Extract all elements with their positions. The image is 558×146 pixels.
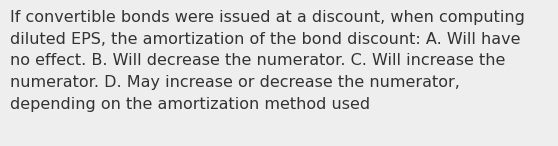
Text: If convertible bonds were issued at a discount, when computing
diluted EPS, the : If convertible bonds were issued at a di… <box>10 10 525 112</box>
